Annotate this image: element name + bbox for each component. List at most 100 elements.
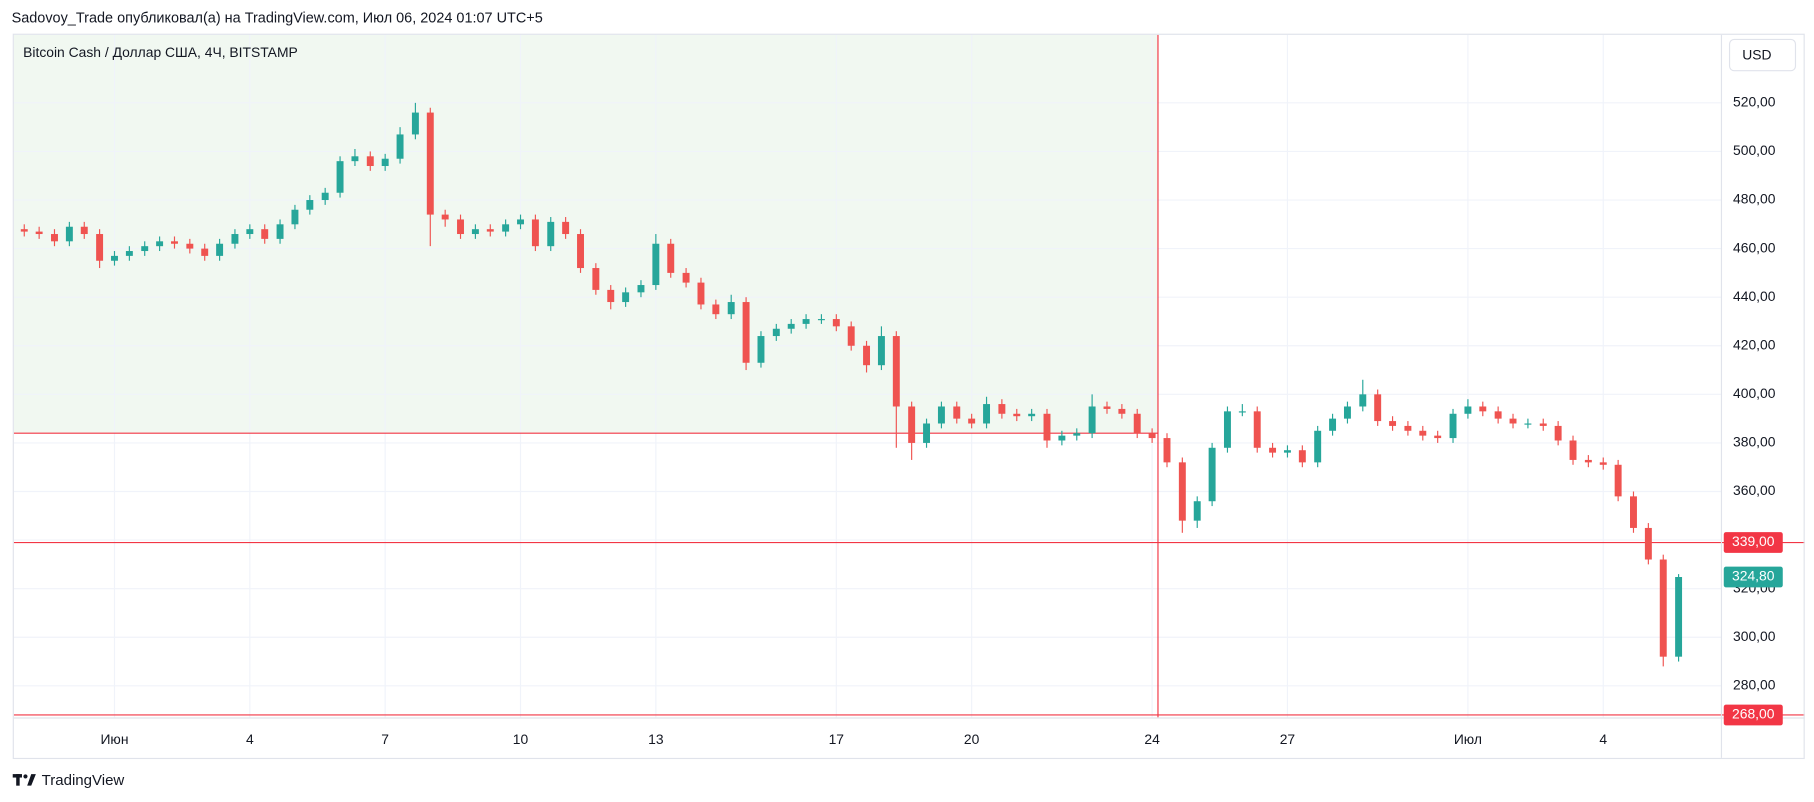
candle-body (1314, 430, 1322, 463)
candle-body (65, 226, 73, 242)
candle-body (1208, 447, 1216, 502)
candle-body (321, 192, 329, 201)
y-tick-label: 420,00 (1733, 336, 1776, 352)
x-tick-label: 20 (964, 731, 980, 747)
candle-body (652, 243, 660, 286)
candle-body (457, 219, 464, 235)
candle-body (697, 282, 705, 305)
y-tick-label: 460,00 (1733, 239, 1776, 255)
candle-body (411, 112, 419, 135)
candle-body (1539, 423, 1547, 426)
x-tick-label: 10 (513, 731, 529, 747)
x-tick-label: 17 (829, 731, 845, 747)
y-tick-label: 500,00 (1733, 142, 1776, 158)
candle-body (1404, 425, 1412, 431)
candle-body (517, 219, 524, 225)
candle-body (1298, 450, 1306, 463)
x-tick-label: 4 (1599, 731, 1607, 747)
publisher-line: Sadovoy_Trade опубликовал(а) на TradingV… (12, 10, 543, 26)
candle-body (111, 255, 118, 261)
candle-body (1479, 406, 1487, 412)
candle-body (1584, 459, 1592, 463)
level-label: 268,00 (1732, 706, 1775, 722)
candle-body (336, 161, 344, 193)
candle-body (1675, 577, 1683, 657)
y-tick-label: 360,00 (1733, 482, 1776, 498)
candle-body (216, 243, 224, 256)
candle-body (592, 268, 600, 290)
candle-body (682, 272, 690, 283)
candle-body (396, 134, 404, 159)
candle-body (622, 292, 630, 303)
candle-body (1133, 413, 1141, 434)
y-tick-label: 520,00 (1733, 94, 1776, 110)
candle-body (1569, 440, 1577, 460)
candle-body (727, 302, 735, 315)
candle-body (51, 234, 58, 242)
candle-body (1178, 462, 1186, 521)
currency-label[interactable]: USD (1742, 46, 1771, 62)
candle-body (1449, 413, 1457, 439)
candle-body (772, 328, 780, 337)
candle-body (787, 323, 795, 329)
chart-frame (12, 33, 1805, 760)
candle-body (1419, 430, 1427, 436)
last-price-label: 324,80 (1732, 568, 1775, 584)
x-tick-label: Июн (100, 731, 128, 747)
candle-body (1554, 425, 1562, 441)
candle-body (923, 423, 931, 443)
candle-body (1614, 464, 1622, 497)
candle-body (1389, 421, 1397, 426)
currency-button[interactable] (1728, 38, 1797, 72)
candle-body (1374, 394, 1382, 422)
candle-body (1148, 433, 1156, 439)
level-label: 339,00 (1732, 533, 1775, 549)
candle-body (156, 241, 164, 247)
x-tick-label: 27 (1280, 731, 1296, 747)
candle-body (1088, 406, 1096, 434)
candle-body (1163, 438, 1171, 463)
candle-body (908, 406, 916, 443)
candle-body (607, 289, 615, 303)
level-tag (1723, 704, 1783, 726)
candle-body (892, 336, 900, 407)
x-tick-label: 24 (1144, 731, 1160, 747)
candle-body (486, 229, 494, 232)
candle-body (1253, 411, 1261, 448)
candle-body (531, 219, 539, 247)
candle-body (757, 336, 765, 363)
candle-body (547, 221, 555, 247)
candle-body (1073, 433, 1081, 436)
candle-body (637, 285, 645, 293)
brand-logo (12, 774, 36, 786)
candle-body (1464, 406, 1472, 414)
candle-body (291, 209, 299, 225)
candle-body (998, 404, 1006, 414)
plot-area (13, 34, 1805, 718)
y-tick-label: 300,00 (1733, 628, 1776, 644)
candle-body (1359, 394, 1367, 407)
y-tick-label: 280,00 (1733, 677, 1776, 693)
candle-body (863, 345, 871, 366)
logo-part (16, 774, 20, 786)
candle-body (1238, 411, 1246, 413)
candle-body (201, 248, 209, 256)
candle-body (667, 243, 675, 273)
candle-body (306, 200, 314, 210)
candle-body (562, 221, 570, 235)
candle-body (35, 231, 43, 235)
candle-body (141, 246, 149, 252)
candle-body (1193, 501, 1201, 521)
highlight-zone (13, 34, 1158, 434)
candle-body (80, 226, 88, 235)
candle-body (1043, 413, 1051, 441)
candle-body (968, 418, 976, 424)
candle-body (1223, 411, 1231, 448)
candle-body (817, 319, 825, 321)
candle-body (96, 234, 104, 261)
logo-part (23, 774, 28, 779)
candle-body (953, 406, 961, 419)
candle-body (1103, 406, 1111, 409)
